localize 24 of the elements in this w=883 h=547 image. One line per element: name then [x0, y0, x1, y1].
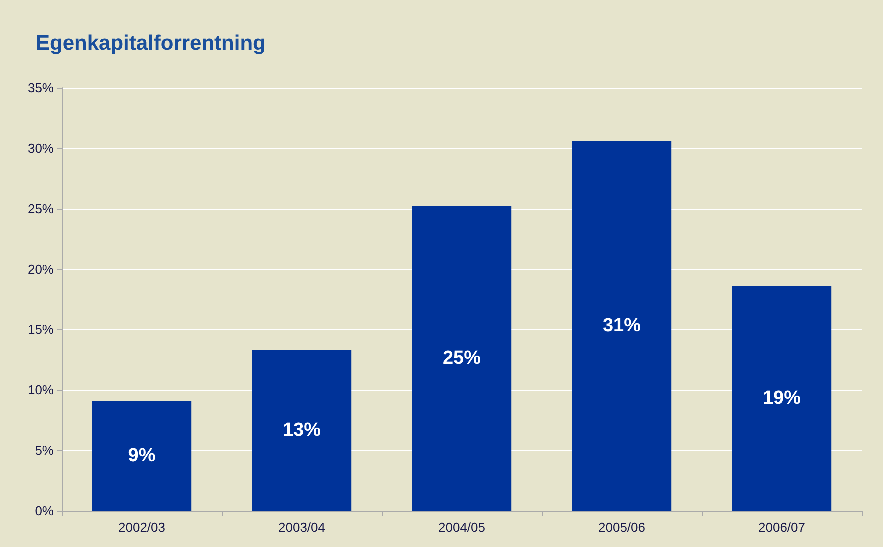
- bar: [412, 206, 512, 511]
- bar: [732, 286, 832, 511]
- x-tick-label: 2004/05: [438, 520, 486, 535]
- bar: [252, 350, 352, 511]
- bar: [92, 401, 192, 511]
- data-label: 9%: [128, 446, 156, 467]
- chart-title: Egenkapitalforrentning: [36, 32, 266, 55]
- y-tick-label: 5%: [35, 443, 54, 458]
- data-label: 25%: [442, 348, 482, 370]
- y-tick-label: 25%: [28, 201, 54, 216]
- x-tick-label: 2006/07: [758, 520, 806, 535]
- x-tick-label: 2005/06: [598, 520, 646, 535]
- y-tick-label: 0%: [35, 504, 54, 518]
- data-label: 19%: [762, 388, 802, 410]
- data-label: 31%: [602, 316, 642, 337]
- bar: [572, 141, 672, 511]
- data-label: 13%: [282, 420, 322, 442]
- y-tick-label: 30%: [28, 140, 54, 156]
- x-tick-label: 2002/03: [118, 520, 166, 535]
- y-tick-label: 20%: [28, 262, 54, 277]
- y-tick-label: 35%: [28, 80, 54, 96]
- y-tick-label: 15%: [28, 322, 54, 338]
- x-tick-label: 2003/04: [278, 520, 326, 535]
- y-tick-label: 10%: [28, 382, 54, 398]
